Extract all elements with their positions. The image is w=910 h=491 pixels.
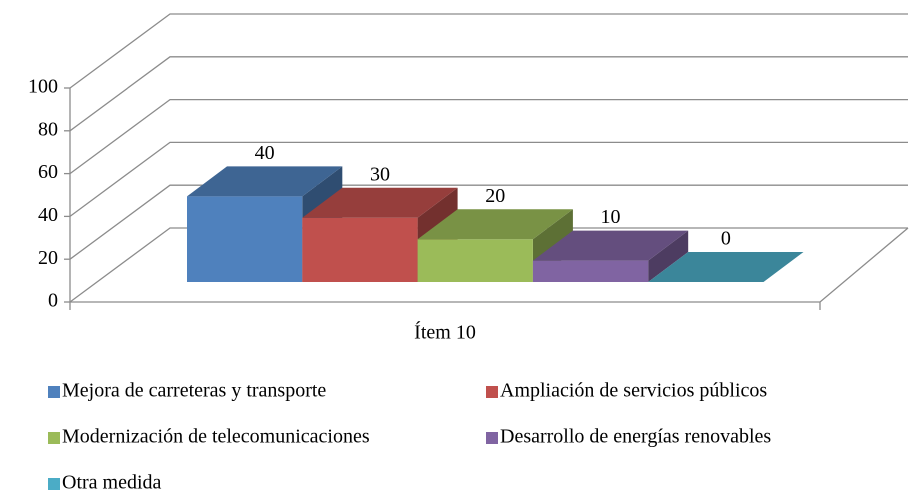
grid-line	[69, 184, 908, 260]
y-tick-label: 0	[48, 290, 58, 312]
bar-top	[532, 230, 689, 261]
grid-line	[69, 13, 908, 89]
legend-label: Otra medida	[62, 472, 162, 491]
x-tick-label: Ítem 10	[414, 321, 476, 344]
legend-swatch	[48, 386, 60, 398]
legend-swatch	[48, 432, 60, 444]
bar-front	[532, 260, 649, 282]
bar-front	[187, 196, 303, 282]
legend-swatch	[486, 386, 498, 398]
data-label: 0	[721, 228, 731, 250]
bar	[532, 230, 689, 282]
legend-label: Modernización de telecomunicaciones	[62, 426, 370, 448]
bar	[648, 252, 804, 282]
bar-top	[302, 187, 458, 218]
data-label: 20	[485, 185, 505, 207]
bar-side	[648, 230, 689, 282]
data-label: 40	[255, 142, 275, 164]
bar-top	[417, 209, 573, 240]
bar-front	[417, 239, 533, 282]
bar-front	[302, 217, 418, 282]
bar-top	[187, 166, 343, 197]
y-tick-label: 20	[38, 247, 58, 269]
legend-label: Desarrollo de energías renovables	[500, 426, 771, 448]
floor	[69, 88, 909, 303]
legend-swatch	[48, 478, 60, 490]
grid-line	[69, 98, 908, 175]
y-tick-label: 100	[28, 76, 58, 98]
data-label: 10	[601, 206, 621, 228]
grid-line	[69, 141, 908, 217]
grid-line	[69, 227, 908, 303]
y-tick-label: 40	[38, 204, 58, 226]
legend-swatch	[486, 432, 498, 444]
legend-label: Ampliación de servicios públicos	[500, 380, 767, 402]
legend-label: Mejora de carreteras y transporte	[62, 380, 326, 402]
data-label: 30	[370, 163, 390, 185]
grid-line	[69, 56, 908, 132]
bar-top	[648, 252, 804, 282]
y-tick-label: 60	[38, 161, 58, 183]
y-tick-label: 80	[38, 118, 58, 140]
